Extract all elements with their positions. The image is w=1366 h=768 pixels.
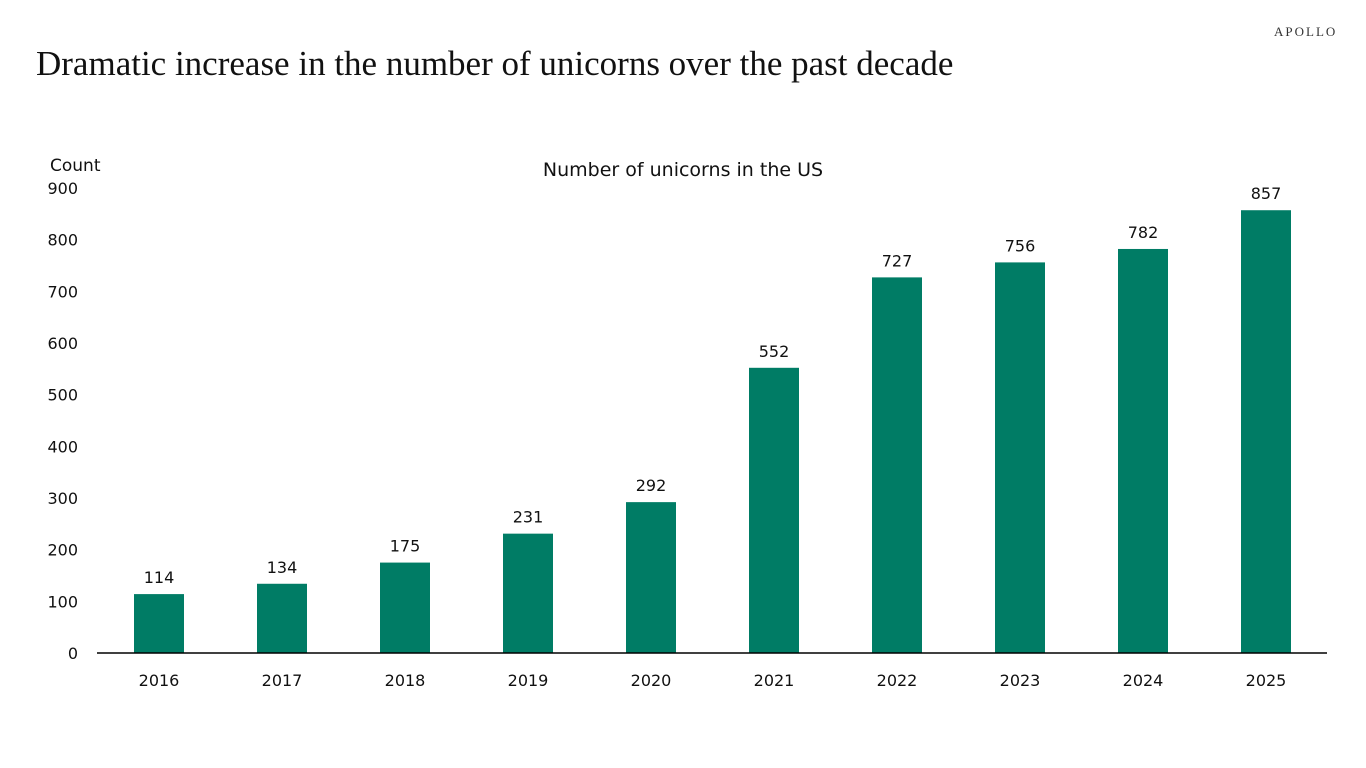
x-tick-label: 2020 xyxy=(631,671,672,690)
data-label: 756 xyxy=(1005,236,1036,255)
y-tick-label: 400 xyxy=(47,437,78,456)
y-tick-label: 100 xyxy=(47,592,78,611)
bar-2017 xyxy=(257,583,307,653)
x-tick-label: 2022 xyxy=(877,671,918,690)
x-tick-label: 2024 xyxy=(1123,671,1164,690)
bar-2025 xyxy=(1241,210,1291,653)
y-tick-label: 700 xyxy=(47,282,78,301)
y-tick-label: 600 xyxy=(47,334,78,353)
y-tick-label: 900 xyxy=(47,179,78,198)
bar-2019 xyxy=(503,533,553,653)
page-title: Dramatic increase in the number of unico… xyxy=(36,44,954,83)
data-label: 292 xyxy=(636,476,667,495)
chart-title: Number of unicorns in the US xyxy=(543,159,823,181)
bar-2023 xyxy=(995,262,1045,653)
bar-2021 xyxy=(749,367,799,653)
y-tick-label: 800 xyxy=(47,231,78,250)
data-label: 552 xyxy=(759,342,790,361)
x-tick-label: 2018 xyxy=(385,671,426,690)
bar-2022 xyxy=(872,277,922,653)
y-tick-label: 200 xyxy=(47,541,78,560)
x-tick-label: 2023 xyxy=(1000,671,1041,690)
x-tick-label: 2025 xyxy=(1246,671,1287,690)
bar-2024 xyxy=(1118,248,1168,653)
y-tick-label: 500 xyxy=(47,386,78,405)
data-label: 727 xyxy=(882,251,913,270)
data-label: 134 xyxy=(267,558,298,577)
x-tick-label: 2017 xyxy=(262,671,303,690)
data-label: 782 xyxy=(1128,223,1159,242)
y-axis-label: Count xyxy=(50,156,101,176)
bar-2016 xyxy=(134,594,184,653)
data-label: 114 xyxy=(144,568,175,587)
x-tick-label: 2021 xyxy=(754,671,795,690)
apollo-logo: APOLLO xyxy=(1274,24,1338,39)
data-label: 857 xyxy=(1251,184,1282,203)
x-tick-label: 2019 xyxy=(508,671,549,690)
data-label: 231 xyxy=(513,508,544,527)
bar-2018 xyxy=(380,562,430,653)
y-tick-label: 0 xyxy=(68,644,78,663)
data-label: 175 xyxy=(390,537,421,556)
y-tick-label: 300 xyxy=(47,489,78,508)
bar-2020 xyxy=(626,502,676,653)
x-tick-label: 2016 xyxy=(139,671,180,690)
